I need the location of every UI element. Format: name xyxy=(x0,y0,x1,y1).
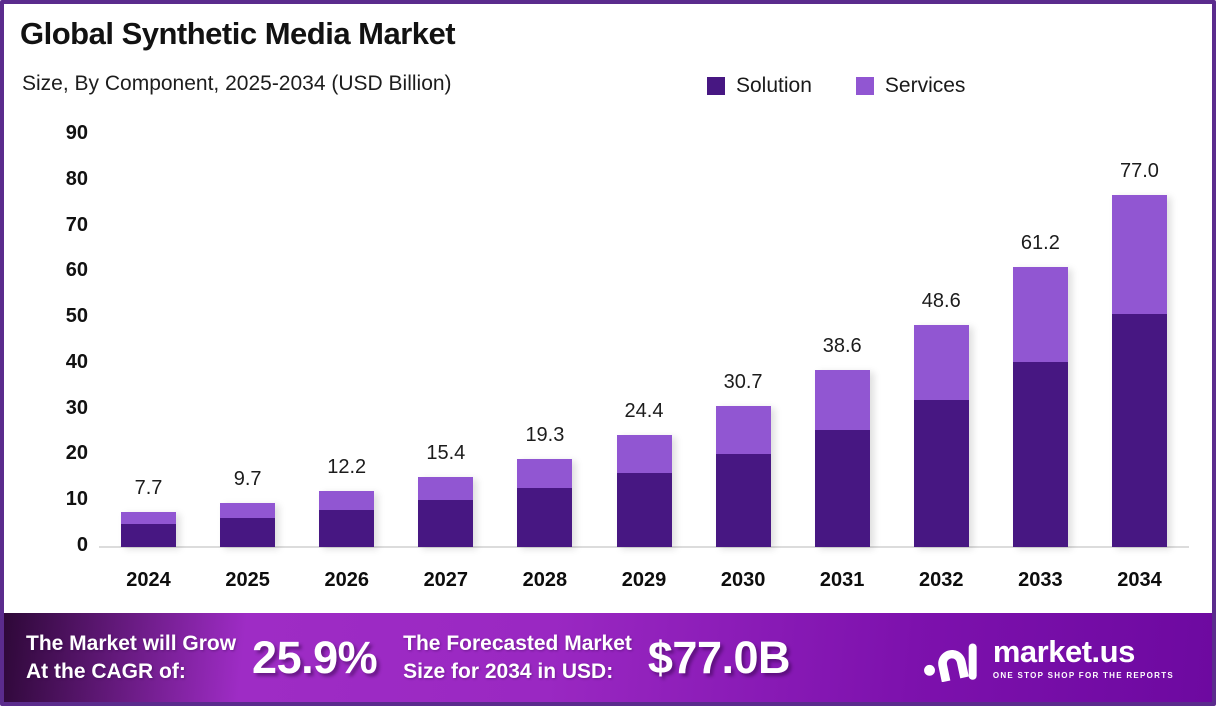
x-axis-tick-label: 2024 xyxy=(126,569,171,591)
bar-segment-services xyxy=(220,502,276,518)
bar-segment-solution xyxy=(913,400,969,547)
bar-2025 xyxy=(220,502,276,547)
bar-segment-services xyxy=(418,476,474,501)
y-axis-tick-label: 0 xyxy=(76,534,88,556)
total-value-label: 24.4 xyxy=(624,400,664,423)
y-axis-tick-label: 40 xyxy=(65,350,88,373)
total-value-label: 19.3 xyxy=(525,423,565,446)
x-axis-tick-label: 2025 xyxy=(225,569,270,591)
total-value-label: 9.7 xyxy=(233,467,262,490)
bar-segment-services xyxy=(616,435,672,474)
x-axis-tick-label: 2026 xyxy=(324,569,369,591)
legend-label-services: Services xyxy=(884,74,966,97)
x-axis-tick-label: 2030 xyxy=(720,569,766,591)
brand-text: market.us ONE STOP SHOP FOR THE REPORTS xyxy=(993,636,1174,680)
bar-segment-solution xyxy=(121,523,177,547)
solution-swatch-icon xyxy=(707,77,725,95)
brand-tagline: ONE STOP SHOP FOR THE REPORTS xyxy=(992,670,1174,680)
brand-logo: market.us ONE STOP SHOP FOR THE REPORTS xyxy=(923,634,1190,682)
bar-segment-solution xyxy=(220,517,276,547)
bar-2028 xyxy=(517,458,573,547)
x-axis-tick-label: 2031 xyxy=(819,569,865,591)
x-axis-tick-label: 2032 xyxy=(919,569,964,591)
x-axis-tick-label: 2028 xyxy=(522,569,568,591)
total-value-label: 61.2 xyxy=(1020,231,1060,254)
forecast-label-line1: The Forecasted Market xyxy=(403,632,632,656)
bar-segment-solution xyxy=(517,488,573,547)
y-axis-tick-label: 20 xyxy=(65,442,88,465)
legend: Solution Services xyxy=(707,74,965,98)
bar-segment-solution xyxy=(715,454,771,547)
total-value-label: 7.7 xyxy=(134,476,163,499)
bar-segment-services xyxy=(319,491,375,510)
legend-label-solution: Solution xyxy=(736,74,812,97)
cagr-value: 25.9% xyxy=(252,631,378,683)
bar-segment-solution xyxy=(814,430,870,547)
page-subtitle: Size, By Component, 2025-2034 (USD Billi… xyxy=(22,72,452,95)
total-value-label: 38.6 xyxy=(822,335,862,358)
bar-segment-services xyxy=(715,406,771,455)
bar-segment-solution xyxy=(616,473,672,547)
legend-item-solution: Solution xyxy=(707,74,812,98)
total-value-label: 15.4 xyxy=(426,441,466,464)
forecast-label: The Forecasted Market Size for 2034 in U… xyxy=(403,630,632,685)
cagr-label-line2: At the CAGR of: xyxy=(26,659,186,683)
bar-segment-services xyxy=(1111,194,1167,315)
total-value-label: 77.0 xyxy=(1119,159,1159,182)
bar-2024 xyxy=(121,511,177,547)
services-swatch-icon xyxy=(855,77,874,95)
y-axis-tick-label: 70 xyxy=(65,213,88,236)
total-value-label: 12.2 xyxy=(327,456,367,479)
bar-2032 xyxy=(913,324,969,547)
cagr-label-line1: The Market will Grow xyxy=(26,632,237,656)
bar-segment-services xyxy=(1012,266,1068,363)
bar-segment-solution xyxy=(1012,362,1068,547)
y-axis-tick-label: 30 xyxy=(65,396,88,419)
page-title: Global Synthetic Media Market xyxy=(20,16,456,51)
y-axis-tick-label: 60 xyxy=(65,259,88,282)
x-axis-tick-label: 2033 xyxy=(1018,569,1063,591)
bar-2034 xyxy=(1111,194,1167,547)
x-axis-tick-label: 2027 xyxy=(423,569,469,591)
chart-section: Global Synthetic Media Market Size, By C… xyxy=(4,4,1212,613)
x-axis-tick-label: 2029 xyxy=(621,569,667,591)
bar-2029 xyxy=(616,435,672,547)
footer-banner: The Market will Grow At the CAGR of: 25.… xyxy=(4,613,1212,702)
bar-segment-services xyxy=(913,324,969,401)
bar-2030 xyxy=(715,406,771,547)
bar-2033 xyxy=(1012,266,1068,547)
y-axis-tick-label: 10 xyxy=(65,488,88,511)
y-axis-tick-label: 90 xyxy=(65,122,88,144)
total-value-label: 48.6 xyxy=(921,289,961,312)
bar-2027 xyxy=(418,476,474,547)
bar-segment-solution xyxy=(1111,314,1167,547)
total-value-label: 30.7 xyxy=(723,371,763,394)
bar-segment-solution xyxy=(319,509,375,547)
bar-2026 xyxy=(319,491,375,547)
y-axis-tick-label: 50 xyxy=(65,305,88,328)
x-axis-tick-label: 2034 xyxy=(1117,569,1162,591)
bar-segment-services xyxy=(814,370,870,431)
bar-segment-solution xyxy=(418,500,474,547)
forecast-label-line2: Size for 2034 in USD: xyxy=(403,659,614,683)
y-axis-tick-label: 80 xyxy=(65,167,88,190)
cagr-label: The Market will Grow At the CAGR of: xyxy=(26,630,236,685)
x-axis-line xyxy=(99,546,1189,548)
forecast-value: $77.0B xyxy=(647,631,791,683)
bar-segment-services xyxy=(517,458,573,489)
bar-2031 xyxy=(814,370,870,547)
bar-segment-services xyxy=(121,511,177,524)
brand-name: market.us xyxy=(992,633,1135,669)
marketus-logo-icon xyxy=(923,643,977,682)
legend-item-services: Services xyxy=(855,74,966,98)
